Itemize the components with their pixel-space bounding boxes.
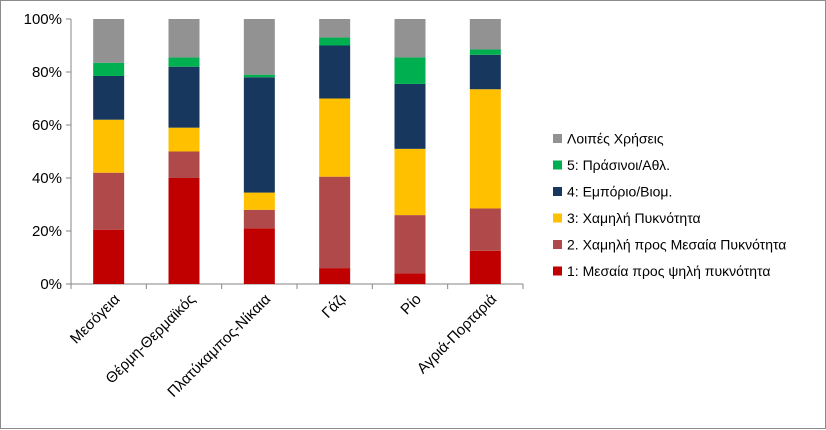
bar-segment [469, 208, 501, 251]
bar-segment [243, 74, 275, 78]
legend-label: 2. Χαμηλή προς Μεσαία Πυκνότητα [567, 237, 786, 253]
bar-segment [93, 172, 125, 230]
y-tick-label: 60% [32, 117, 62, 134]
bar-segment [469, 19, 501, 50]
legend-swatch [553, 160, 562, 170]
bar-segment [168, 57, 200, 67]
y-tick-label: 0% [40, 276, 62, 293]
bar-segment [168, 178, 200, 284]
bar-segment [93, 75, 125, 120]
bar-segment [243, 77, 275, 193]
legend-swatch [553, 134, 562, 143]
legend-label: 3: Χαμηλή Πυκνότητα [567, 210, 701, 226]
legend: Λοιπές Χρήσεις 5: Πράσινοι/Αθλ. 4: Εμπόριο… [553, 131, 786, 279]
legend-label: 4: Εμπόριο/Βιομ. [567, 184, 672, 200]
bar-segment [319, 37, 351, 46]
bar-segment [168, 66, 200, 128]
bar-segment [93, 19, 125, 63]
x-tick-label: Μεσόγεια [67, 291, 124, 348]
y-tick-label: 100% [24, 11, 62, 28]
legend-swatch [553, 266, 562, 276]
legend-swatch [553, 240, 562, 249]
bar-segment [319, 268, 351, 284]
bar-segment [168, 151, 200, 178]
bar-segment [243, 228, 275, 284]
legend-label: 5: Πράσινοι/Αθλ. [567, 157, 670, 173]
legend-label: Λοιπές Χρήσεις [567, 131, 664, 147]
bar-segment [319, 45, 351, 99]
y-tick-label: 40% [32, 170, 62, 187]
bar-segment [394, 57, 426, 84]
bar-segment [394, 83, 426, 149]
bar-segment [469, 54, 501, 90]
bar-segment [394, 148, 426, 216]
bar-segment [93, 229, 125, 284]
legend-swatch [553, 213, 562, 223]
bar-segment [394, 215, 426, 274]
bars [93, 19, 501, 284]
x-tick-label: Ρίο [397, 291, 424, 318]
bar-segment [168, 19, 200, 58]
bar-segment [93, 119, 125, 173]
bar-segment [319, 98, 351, 177]
x-tick-label: Αγριά-Πορταριά [414, 291, 501, 378]
legend-swatch [553, 187, 562, 196]
y-tick-label: 20% [32, 223, 62, 240]
bar-segment [319, 19, 351, 38]
x-tick-label: Γάζι [319, 291, 350, 322]
bar-segment [243, 192, 275, 210]
bar-segment [93, 62, 125, 76]
bar-segment [319, 176, 351, 269]
bar-segment [168, 127, 200, 152]
bar-segment [394, 273, 426, 284]
bar-segment [469, 49, 501, 55]
bar-segment [243, 19, 275, 75]
axes [66, 18, 524, 289]
bar-segment [243, 209, 275, 229]
legend-label: 1: Μεσαία προς ψηλή πυκνότητα [567, 263, 770, 279]
bar-segment [469, 250, 501, 284]
bar-segment [469, 89, 501, 209]
bar-segment [394, 19, 426, 58]
y-tick-label: 80% [32, 64, 62, 81]
